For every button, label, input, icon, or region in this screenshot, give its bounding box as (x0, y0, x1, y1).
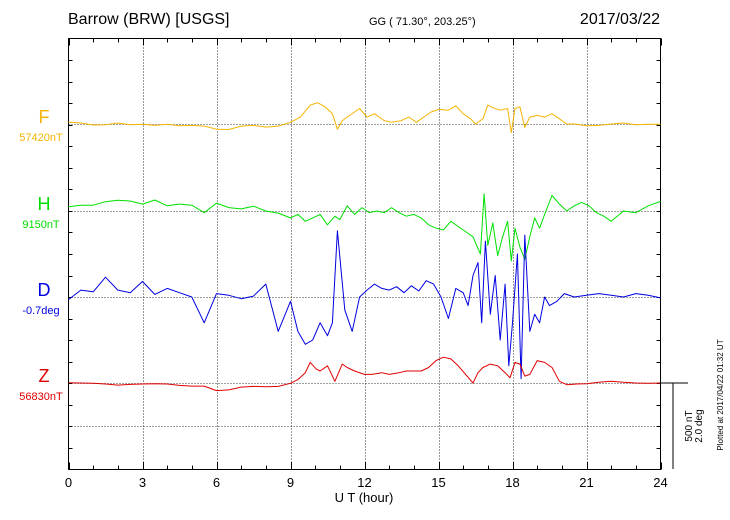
component-baseline-f: 57420nT (19, 132, 63, 144)
x-tick-label: 0 (65, 475, 72, 490)
series-line-z (68, 356, 661, 392)
component-labels: F 57420nT H 9150nT D -0.7deg Z 56830nT (19, 107, 63, 403)
x-tick-label: 6 (213, 475, 220, 490)
component-baseline-z: 56830nT (19, 391, 63, 403)
component-letter-z: Z (39, 366, 50, 386)
plotted-at-note: Plotted at 2017/04/22 01:32 UT (716, 339, 725, 450)
x-tick-label: 12 (357, 475, 371, 490)
x-tick-label: 21 (579, 475, 593, 490)
station-coordinates: GG ( 71.30°, 203.25°) (369, 16, 476, 28)
x-axis-title: U T (hour) (335, 490, 394, 505)
x-tick-label: 24 (653, 475, 667, 490)
plot-frame (68, 38, 661, 470)
series-lines (68, 102, 661, 392)
series-line-d (68, 230, 661, 380)
grid (68, 38, 661, 470)
x-tick-labels: 0 3 6 9 12 15 18 21 24 (65, 475, 668, 490)
scale-bar: 500 nT 2.0 deg (660, 382, 705, 469)
station-title: Barrow (BRW) [USGS] (68, 11, 230, 28)
x-tick-label: 18 (505, 475, 519, 490)
series-line-h (68, 193, 661, 262)
component-letter-d: D (38, 280, 51, 300)
component-letter-h: H (38, 194, 51, 214)
x-tick-label: 3 (139, 475, 146, 490)
series-line-f (68, 102, 661, 134)
scale-label-nt: 500 nT (684, 410, 695, 441)
component-letter-f: F (39, 107, 50, 127)
scale-label-deg: 2.0 deg (694, 409, 705, 442)
component-baseline-h: 9150nT (22, 219, 60, 231)
date-label: 2017/03/22 (580, 11, 660, 28)
x-tick-label: 15 (431, 475, 445, 490)
axis-ticks (68, 38, 662, 470)
component-baseline-d: -0.7deg (22, 305, 59, 317)
x-tick-label: 9 (287, 475, 294, 490)
